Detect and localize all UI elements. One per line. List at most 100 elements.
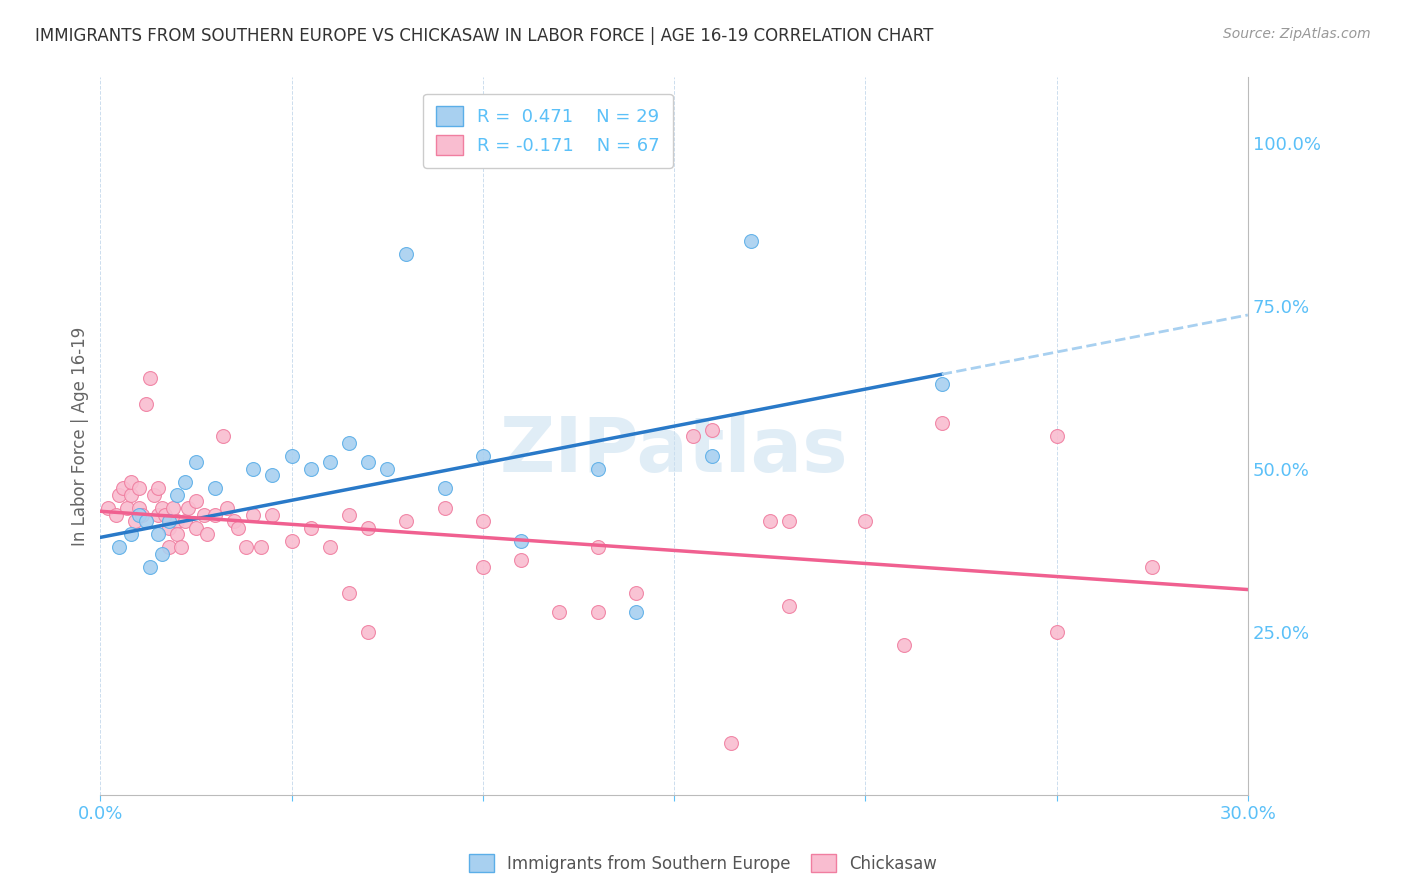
Point <box>184 494 207 508</box>
Point <box>395 246 418 260</box>
Point <box>157 540 180 554</box>
Point <box>471 514 494 528</box>
Point <box>682 429 704 443</box>
Point <box>624 606 647 620</box>
Point <box>146 527 169 541</box>
Point <box>586 606 609 620</box>
Point <box>157 520 180 534</box>
Point <box>108 488 131 502</box>
Point <box>150 501 173 516</box>
Point <box>720 736 742 750</box>
Point <box>758 514 780 528</box>
Point <box>166 514 188 528</box>
Point <box>157 514 180 528</box>
Point <box>471 559 494 574</box>
Y-axis label: In Labor Force | Age 16-19: In Labor Force | Age 16-19 <box>72 326 89 546</box>
Point <box>177 501 200 516</box>
Point <box>97 501 120 516</box>
Point <box>173 475 195 489</box>
Text: ZIPatlas: ZIPatlas <box>499 414 848 488</box>
Point <box>624 586 647 600</box>
Point <box>204 482 226 496</box>
Point <box>337 435 360 450</box>
Point <box>357 455 380 469</box>
Point <box>357 624 380 639</box>
Point <box>173 514 195 528</box>
Point <box>115 501 138 516</box>
Point <box>139 370 162 384</box>
Point <box>124 514 146 528</box>
Point <box>319 540 342 554</box>
Point <box>337 586 360 600</box>
Point <box>128 508 150 522</box>
Point <box>586 540 609 554</box>
Point <box>1140 559 1163 574</box>
Point <box>135 514 157 528</box>
Point <box>262 468 284 483</box>
Point <box>510 533 533 548</box>
Point <box>433 501 456 516</box>
Point <box>299 462 322 476</box>
Point <box>120 488 142 502</box>
Point <box>262 508 284 522</box>
Point <box>128 501 150 516</box>
Point <box>280 533 302 548</box>
Point <box>193 508 215 522</box>
Point <box>128 482 150 496</box>
Point <box>931 377 953 392</box>
Point <box>166 527 188 541</box>
Point <box>146 508 169 522</box>
Point <box>120 527 142 541</box>
Point <box>1045 429 1067 443</box>
Point <box>170 540 193 554</box>
Point <box>242 462 264 476</box>
Point <box>150 547 173 561</box>
Point <box>155 508 177 522</box>
Point <box>471 449 494 463</box>
Point <box>280 449 302 463</box>
Point <box>433 482 456 496</box>
Text: IMMIGRANTS FROM SOUTHERN EUROPE VS CHICKASAW IN LABOR FORCE | AGE 16-19 CORRELAT: IMMIGRANTS FROM SOUTHERN EUROPE VS CHICK… <box>35 27 934 45</box>
Point <box>702 423 724 437</box>
Point <box>139 559 162 574</box>
Point <box>224 514 246 528</box>
Point <box>162 501 184 516</box>
Point <box>893 638 915 652</box>
Point <box>131 508 153 522</box>
Point <box>778 514 800 528</box>
Point <box>337 508 360 522</box>
Point <box>548 606 571 620</box>
Point <box>166 488 188 502</box>
Point <box>299 520 322 534</box>
Point <box>108 540 131 554</box>
Point <box>778 599 800 613</box>
Legend: Immigrants from Southern Europe, Chickasaw: Immigrants from Southern Europe, Chickas… <box>463 847 943 880</box>
Point <box>740 234 762 248</box>
Point <box>135 397 157 411</box>
Point <box>184 520 207 534</box>
Point <box>146 482 169 496</box>
Point <box>702 449 724 463</box>
Point <box>319 455 342 469</box>
Point <box>112 482 135 496</box>
Point <box>242 508 264 522</box>
Point <box>395 514 418 528</box>
Point <box>204 508 226 522</box>
Point <box>510 553 533 567</box>
Point <box>197 527 219 541</box>
Point <box>853 514 876 528</box>
Point <box>104 508 127 522</box>
Point <box>250 540 273 554</box>
Point <box>357 520 380 534</box>
Text: Source: ZipAtlas.com: Source: ZipAtlas.com <box>1223 27 1371 41</box>
Point <box>1045 624 1067 639</box>
Point <box>375 462 398 476</box>
Point <box>211 429 233 443</box>
Point <box>184 455 207 469</box>
Point <box>586 462 609 476</box>
Point <box>931 416 953 430</box>
Point <box>235 540 257 554</box>
Point <box>215 501 238 516</box>
Point <box>142 488 165 502</box>
Point <box>226 520 249 534</box>
